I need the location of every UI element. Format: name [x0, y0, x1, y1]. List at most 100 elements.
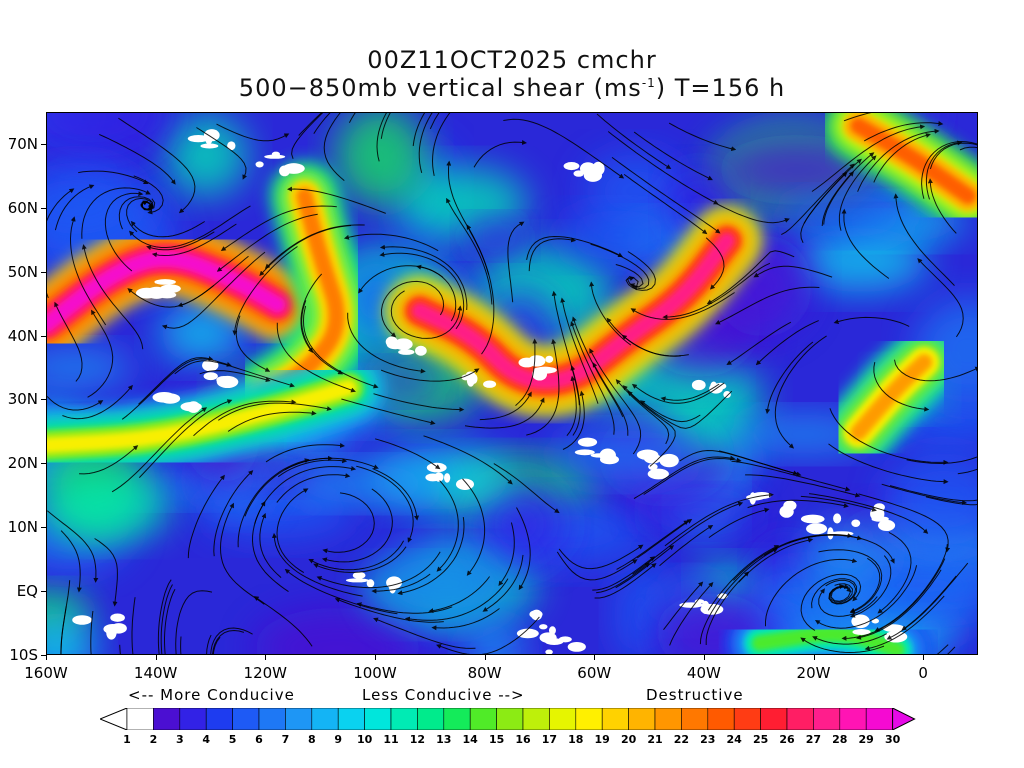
streamline: [291, 113, 324, 159]
streamline: [592, 556, 656, 591]
streamline: [765, 341, 814, 415]
lat-tick: [41, 591, 46, 593]
lon-tick: [155, 655, 157, 660]
streamline: [901, 575, 957, 631]
low-shear-patch: [567, 641, 586, 652]
streamline: [957, 468, 977, 475]
lat-tick: [41, 655, 46, 656]
shear-blob: [370, 539, 516, 628]
streamline: [479, 391, 532, 421]
low-shear-patch: [533, 366, 557, 374]
low-shear-patch: [574, 449, 595, 456]
streamline: [300, 273, 323, 354]
shear-blob: [47, 611, 96, 654]
streamline: [731, 460, 851, 492]
low-shear-patch: [592, 161, 605, 176]
streamline: [187, 474, 225, 559]
streamline: [814, 565, 918, 629]
streamline: [81, 187, 151, 239]
streamline: [235, 315, 271, 372]
lon-label: 20W: [796, 664, 831, 682]
streamline: [276, 322, 356, 393]
streamline: [755, 320, 819, 366]
streamline: [818, 588, 878, 617]
title-line-2: 500−850mb vertical shear (ms-1) T=156 h: [238, 74, 786, 102]
low-shear-patch: [415, 345, 427, 356]
streamline: [277, 458, 348, 478]
streamline: [302, 305, 379, 389]
low-shear-patch: [800, 514, 825, 524]
streamline: [630, 292, 735, 320]
low-shear-patch: [679, 602, 703, 608]
streamline: [436, 616, 540, 654]
streamline: [199, 370, 271, 383]
colorbar: [100, 708, 916, 730]
low-shear-patch: [152, 392, 176, 403]
lat-label: 30N: [7, 390, 38, 409]
streamline: [431, 608, 500, 631]
colorbar-cell: [839, 708, 867, 730]
colorbar-label: 4: [202, 733, 211, 746]
colorbar-cell: [628, 708, 656, 730]
streamline: [507, 221, 525, 303]
colorbar-label: 15: [488, 733, 505, 746]
lat-tick: [41, 463, 46, 465]
streamline: [138, 399, 233, 478]
streamline: [528, 237, 577, 272]
streamline: [611, 156, 721, 234]
shear-blob: [465, 621, 525, 654]
streamline: [877, 531, 912, 614]
colorbar-cell: [179, 708, 207, 730]
streamline: [556, 551, 638, 581]
streamline: [316, 551, 441, 589]
colorbar-label: 23: [700, 733, 716, 746]
streamline: [800, 495, 877, 512]
streamline: [726, 321, 792, 366]
low-shear-patch: [528, 355, 546, 367]
lon-tick: [374, 655, 376, 660]
streamline: [69, 216, 107, 326]
lon-tick: [594, 655, 596, 660]
streamline: [493, 463, 560, 514]
streamline: [562, 390, 585, 450]
streamline: [254, 465, 357, 524]
shear-blob: [334, 113, 426, 207]
low-shear-patch: [548, 626, 556, 635]
colorbar-cell: [601, 708, 629, 730]
streamline: [380, 113, 391, 139]
streamline: [800, 158, 862, 243]
streamline: [498, 522, 515, 587]
streamline: [373, 393, 465, 413]
jet-central-jet: [411, 232, 735, 390]
streamline: [590, 243, 650, 291]
streamline: [54, 301, 83, 382]
streamline: [894, 359, 977, 382]
low-shear-patch: [154, 279, 176, 285]
streamline: [706, 250, 795, 305]
colorbar-cell: [205, 708, 233, 730]
colorbar-cell: [126, 708, 154, 730]
jet-arctic-northeast: [850, 117, 977, 205]
colorbar-label: 5: [228, 733, 237, 746]
low-shear-patch: [871, 618, 880, 624]
lat-label: 10N: [7, 518, 38, 537]
low-shear-patch: [345, 578, 369, 583]
streamline: [886, 562, 969, 640]
streamline: [811, 124, 926, 192]
streamline: [929, 142, 977, 170]
low-shear-patch: [700, 603, 724, 615]
streamline: [925, 140, 963, 200]
streamline: [818, 549, 883, 614]
shear-map: [46, 112, 978, 655]
streamline: [212, 636, 221, 654]
streamline: [276, 488, 309, 574]
streamline: [98, 133, 176, 185]
streamline: [927, 178, 957, 234]
streamline: [917, 258, 964, 338]
colorbar-label: 21: [647, 733, 663, 746]
colorbar-label: 8: [307, 733, 316, 746]
streamline: [130, 220, 205, 238]
colorbar-cell: [575, 708, 603, 730]
streamline: [921, 140, 977, 199]
streamline: [800, 637, 885, 654]
